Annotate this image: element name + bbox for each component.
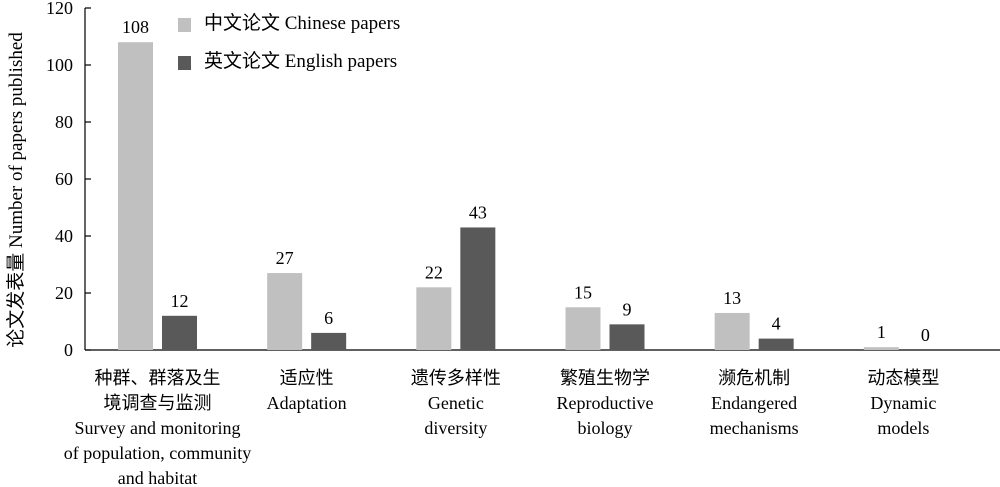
category-labels: 种群、群落及生境调查与监测 Survey and monitoring of pop…	[64, 367, 940, 487]
data-label-english-6: 0	[921, 325, 930, 345]
bar-chinese-2	[267, 273, 303, 350]
data-label-chinese-2: 27	[276, 248, 294, 268]
legend-label-english-papers: 英文论文 English papers	[204, 51, 398, 72]
y-tick-label-120: 120	[46, 0, 73, 18]
data-label-chinese-1: 108	[122, 17, 149, 37]
category-label-5: 濒危机制 Endangered mechanisms	[710, 368, 799, 438]
y-tick-label-40: 40	[55, 226, 73, 246]
category-label-2-line-2: Adaptation	[267, 393, 347, 413]
bar-english-4	[609, 324, 645, 350]
category-label-4-line-1: 繁殖生物学	[560, 367, 650, 388]
bar-chinese-6	[863, 347, 899, 350]
data-label-chinese-3: 22	[425, 262, 443, 282]
category-label-6-line-2: Dynamic	[870, 393, 936, 413]
category-label-1-line-4: of population, community	[64, 443, 251, 463]
category-label-3: 遗传多样性 Genetic diversity	[411, 368, 501, 438]
data-label-english-5: 4	[772, 314, 781, 334]
category-label-4-line-2: Reproductive	[557, 393, 654, 413]
y-tick-label-20: 20	[55, 283, 73, 303]
category-label-1-line-5: and habitat	[118, 468, 197, 487]
data-label-english-4: 9	[623, 299, 632, 319]
legend-swatch-chinese-papers	[178, 18, 191, 32]
data-labels: 108 27 22 15 13 1 12 6 43 9 4 0	[122, 17, 930, 345]
category-label-6: 动态模型 Dynamic models	[867, 368, 939, 438]
y-tick-label-60: 60	[55, 169, 73, 189]
bar-chinese-4	[565, 307, 601, 350]
bars	[118, 42, 899, 350]
category-label-1-line-3: Survey and monitoring	[75, 418, 241, 438]
data-label-english-3: 43	[469, 202, 487, 222]
data-label-chinese-6: 1	[877, 322, 886, 342]
category-label-6-line-3: models	[877, 418, 929, 438]
category-label-2: 适应性 Adaptation	[267, 368, 347, 413]
category-label-5-line-3: mechanisms	[710, 418, 799, 438]
category-label-1: 种群、群落及生境调查与监测 Survey and monitoring of pop…	[64, 368, 251, 487]
category-label-3-line-1: 遗传多样性	[411, 368, 501, 388]
data-label-chinese-5: 13	[723, 288, 741, 308]
category-label-1-line-2: 境调查与监测	[104, 393, 212, 413]
category-label-2-line-1: 适应性	[280, 368, 334, 388]
bar-english-1	[162, 315, 197, 350]
bar-chinese-5	[714, 312, 750, 350]
y-tick-label-80: 80	[55, 112, 73, 132]
category-label-1-line-1: 种群、群落及生	[95, 368, 221, 388]
legend-label-chinese-papers: 中文论文 Chinese papers	[204, 13, 401, 34]
bar-english-3	[460, 227, 496, 350]
bar-english-5	[758, 338, 794, 350]
bar-english-2	[311, 332, 347, 350]
category-label-4-line-3: biology	[577, 418, 632, 438]
y-axis-title: 论文发表量 Number of papers published	[5, 32, 27, 348]
bar-chinese-1	[118, 42, 153, 350]
bar-chinese-3	[416, 287, 452, 350]
data-label-chinese-4: 15	[574, 282, 592, 302]
category-label-3-line-3: diversity	[424, 418, 487, 438]
category-label-3-line-2: Genetic	[428, 393, 484, 413]
y-tick-label-0: 0	[64, 340, 73, 360]
category-label-6-line-1: 动态模型	[867, 368, 939, 388]
category-label-5-line-1: 濒危机制	[718, 368, 790, 388]
legend-swatch-english-papers	[178, 56, 191, 70]
category-label-5-line-2: Endangered	[711, 393, 797, 413]
data-label-english-2: 6	[324, 308, 333, 328]
y-tick-label-100: 100	[46, 55, 73, 75]
data-label-english-1: 12	[171, 291, 189, 311]
category-label-4: 繁殖生物学 Reproductive biology	[557, 367, 654, 438]
y-axis: 0 20 40 60 80 100 120	[46, 0, 91, 360]
